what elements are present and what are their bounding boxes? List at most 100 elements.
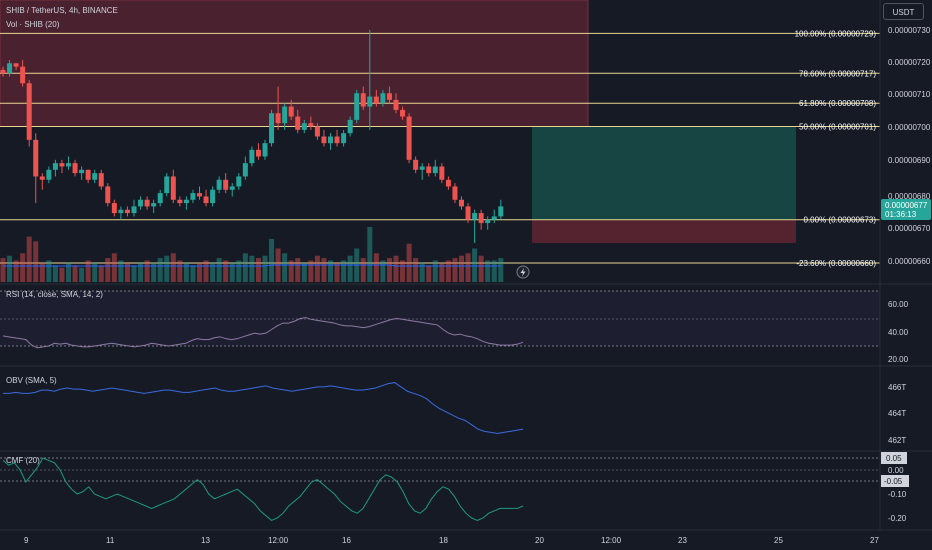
volume-bar xyxy=(79,267,85,282)
volume-bar xyxy=(46,260,52,282)
volume-bar xyxy=(157,258,163,282)
candle-body xyxy=(321,136,327,144)
fib-level-label: 61.80% (0.00000708) xyxy=(799,99,876,108)
volume-bar xyxy=(59,267,65,282)
candle-body xyxy=(249,149,255,164)
candle-body xyxy=(177,199,183,204)
volume-bar xyxy=(92,262,98,282)
volume-bar xyxy=(373,253,379,282)
candle-body xyxy=(354,93,360,120)
rsi-tick: 40.00 xyxy=(888,328,909,337)
candle-body xyxy=(459,199,464,207)
profit-zone xyxy=(532,126,796,220)
candle-body xyxy=(0,69,6,74)
volume-bar xyxy=(393,255,399,282)
price-tick: 0.00000660 xyxy=(888,257,931,266)
candle-body xyxy=(229,186,235,190)
candle-body xyxy=(118,209,124,214)
volume-bar xyxy=(20,253,26,282)
fib-level-label: 0.00% (0.00000673) xyxy=(804,216,877,225)
price-tick: 0.00000690 xyxy=(888,156,931,165)
symbol-title: SHIB / TetherUS, 4h, BINANCE xyxy=(6,6,118,15)
volume-bar xyxy=(7,255,13,282)
cmf-tick: -0.20 xyxy=(888,514,907,523)
volume-bar xyxy=(445,260,451,282)
volume-bar xyxy=(367,227,373,282)
volume-bar xyxy=(452,258,458,282)
candle-body xyxy=(20,66,26,84)
cmf-badge-value: -0.05 xyxy=(884,477,903,486)
volume-bar xyxy=(177,260,183,282)
candle-body xyxy=(236,176,242,187)
candle-body xyxy=(334,136,340,144)
fib-level-label: -23.60% (0.00000660) xyxy=(796,259,876,268)
candle-body xyxy=(197,193,202,197)
volume-bar xyxy=(124,262,130,282)
candle-body xyxy=(314,126,320,137)
price-tick: 0.00000700 xyxy=(888,123,931,132)
candle-body xyxy=(386,93,392,100)
cmf-badge-value: 0.05 xyxy=(886,454,902,463)
rsi-pane[interactable]: RSI (14, close, SMA, 14, 2) 60.00 40.00 … xyxy=(0,290,909,364)
obv-line xyxy=(3,382,524,435)
time-axis[interactable]: 9 11 13 12:00 16 18 20 12:00 23 25 27 xyxy=(24,536,879,545)
volume-legend: Vol · SHIB (20) xyxy=(6,20,60,29)
volume-bar xyxy=(183,262,189,282)
volume-bar xyxy=(295,258,301,282)
volume-bar xyxy=(131,265,137,282)
fib-level-label: 100.00% (0.00000729) xyxy=(795,29,877,38)
volume-bar xyxy=(269,238,275,282)
volume-bar xyxy=(197,262,202,282)
candle-body xyxy=(328,136,333,144)
cmf-line xyxy=(2,457,524,521)
candle-body xyxy=(26,83,32,140)
candle-body xyxy=(301,123,307,130)
volume-bar xyxy=(432,260,438,282)
volume-bar xyxy=(426,265,432,282)
volume-bar xyxy=(439,262,445,282)
candle-body xyxy=(72,163,78,174)
volume-bar xyxy=(144,260,150,282)
candle-body xyxy=(203,196,209,204)
candle-body xyxy=(262,143,268,157)
candle-body xyxy=(275,113,281,124)
volume-bar xyxy=(85,260,91,282)
obv-pane[interactable]: OBV (SMA, 5) 466T 464T 462T xyxy=(3,376,906,445)
candle-body xyxy=(445,179,451,187)
cmf-pane[interactable]: CMF (20) 0.05 0.00 -0.05 -0.10 -0.20 xyxy=(0,452,909,523)
candle-body xyxy=(138,199,144,207)
volume-bar xyxy=(13,260,19,282)
candle-body xyxy=(79,169,85,174)
candle-body xyxy=(52,163,58,170)
candle-body xyxy=(151,203,157,207)
lightning-icon[interactable] xyxy=(516,265,530,279)
volume-bar xyxy=(406,243,412,282)
volume-bar xyxy=(465,253,471,282)
volume-bar xyxy=(118,260,124,282)
candle-body xyxy=(380,93,386,104)
volume-bar xyxy=(66,262,71,282)
obv-tick: 466T xyxy=(888,383,906,392)
candle-body xyxy=(190,193,196,200)
volume-bar xyxy=(334,262,340,282)
candle-body xyxy=(124,209,130,214)
candle-body xyxy=(373,96,379,104)
volume-bar xyxy=(151,262,157,282)
volume-bar xyxy=(360,258,366,282)
price-axis[interactable]: 0.00000730 0.00000720 0.00000710 0.00000… xyxy=(888,26,931,266)
currency-button[interactable]: USDT xyxy=(883,3,924,20)
candle-body xyxy=(400,109,406,117)
volume-bar xyxy=(386,258,392,282)
volume-bar xyxy=(459,255,464,282)
rsi-tick: 60.00 xyxy=(888,300,909,309)
candle-body xyxy=(360,93,366,107)
candle-body xyxy=(439,166,445,180)
volume-bar xyxy=(242,253,248,282)
candle-body xyxy=(164,176,170,194)
time-tick: 9 xyxy=(24,536,29,545)
volume-bar xyxy=(472,248,478,282)
candle-body xyxy=(406,116,412,160)
volume-bar xyxy=(498,258,504,282)
time-tick: 25 xyxy=(774,536,783,545)
